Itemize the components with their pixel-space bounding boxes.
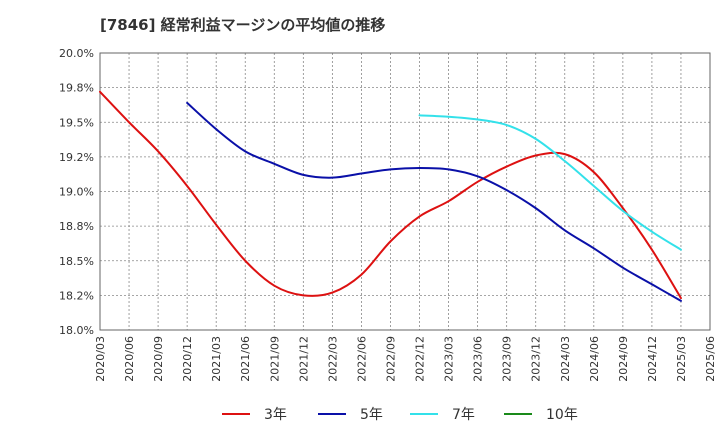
y-tick-label: 18.0% [59,324,94,337]
x-tick-label: 2024/03 [559,336,572,382]
y-tick-label: 19.2% [59,151,94,164]
grid-layer [100,53,710,330]
x-tick-label: 2021/09 [268,336,281,382]
x-tick-label: 2023/12 [530,336,543,382]
legend: 3年 5年 7年 10年 [222,407,578,423]
axis-layer: 18.0% 18.2% 18.5% 18.8% 19.0% 19.2% 19.5% 19.8%… [59,47,717,382]
y-tick-label: 20.0% [59,47,94,60]
x-tick-label: 2021/12 [297,336,310,382]
x-tick-label: 2023/03 [443,336,456,382]
y-tick-label: 19.5% [59,116,94,129]
plot-border [99,52,711,331]
x-tick-label: 2021/03 [210,336,223,382]
legend-label: 3年 [264,407,287,423]
x-tick-label: 2020/06 [123,336,136,382]
x-tick-label: 2025/06 [704,336,717,382]
legend-label: 5年 [360,407,383,423]
x-tick-label: 2025/03 [675,336,688,382]
series-line-7年 [418,114,682,251]
y-tick-label: 19.8% [59,82,94,95]
x-tick-label: 2024/06 [588,336,601,382]
x-tick-label: 2022/03 [326,336,339,382]
x-tick-label: 2023/06 [472,336,485,382]
x-tick-label: 2023/09 [501,336,514,382]
x-tick-label: 2020/12 [181,336,194,382]
y-tick-label: 19.0% [59,186,94,199]
legend-label: 7年 [452,407,475,423]
y-tick-label: 18.8% [59,220,94,233]
x-tick-label: 2021/06 [239,336,252,382]
x-tick-label: 2024/12 [646,336,659,382]
x-tick-label: 2020/03 [94,336,107,382]
series-layer [99,90,682,302]
y-tick-label: 18.5% [59,255,94,268]
x-tick-label: 2020/09 [152,336,165,382]
chart-title: [7846] 経常利益マージンの平均値の推移 [100,16,386,34]
series-line-5年 [186,101,682,302]
x-tick-label: 2022/06 [355,336,368,382]
x-tick-label: 2024/09 [617,336,630,382]
x-tick-label: 2022/12 [414,336,427,382]
x-tick-label: 2022/09 [384,336,397,382]
y-tick-label: 18.2% [59,289,94,302]
legend-label: 10年 [546,407,578,423]
series-line-3年 [99,90,682,300]
